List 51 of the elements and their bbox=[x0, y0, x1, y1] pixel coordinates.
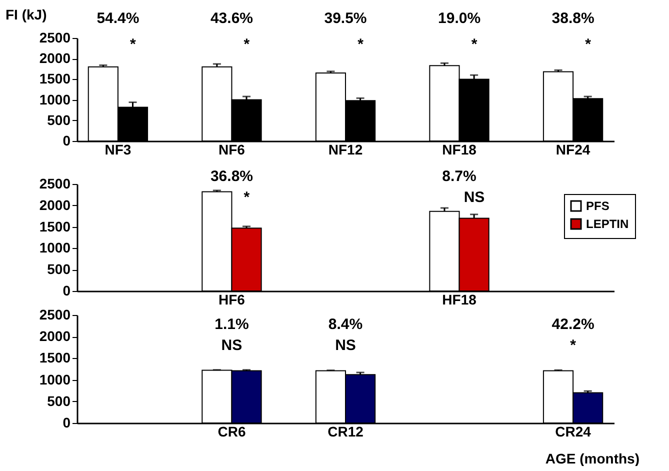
y-tick-label: 0 bbox=[62, 414, 71, 430]
annotation: 36.8% bbox=[210, 168, 253, 185]
y-tick-label: 0 bbox=[62, 282, 71, 298]
x-tick-label: NF3 bbox=[104, 142, 132, 158]
annotation: NS bbox=[464, 189, 485, 206]
text: 54.4% bbox=[96, 10, 140, 27]
x-tick-label: NF12 bbox=[328, 142, 363, 158]
x-tick-label: CR24 bbox=[555, 424, 592, 440]
y-axis-title: FI (kJ) bbox=[6, 6, 47, 22]
x-tick-label: HF18 bbox=[442, 292, 477, 308]
text: 19.0% bbox=[438, 10, 481, 27]
annotation: * bbox=[244, 36, 250, 53]
y-tick-label: 500 bbox=[47, 112, 71, 128]
annotation: * bbox=[130, 36, 136, 53]
x-tick-label: NF18 bbox=[442, 142, 477, 158]
y-tick-label: 1000 bbox=[39, 240, 71, 256]
x-tick-label: NF24 bbox=[556, 142, 590, 158]
legend-label: LEPTIN bbox=[586, 217, 629, 231]
text: 39.5% bbox=[324, 10, 367, 27]
annotation: * bbox=[244, 189, 250, 206]
annotation: * bbox=[471, 36, 478, 53]
annotation: 1.1% bbox=[214, 316, 249, 333]
x-tick-label: HF6 bbox=[218, 292, 246, 308]
annotation: 42.2% bbox=[552, 316, 594, 333]
legend-label: PFS bbox=[586, 199, 610, 213]
annotation: 8.7% bbox=[442, 168, 476, 185]
annotation: * bbox=[570, 337, 576, 354]
y-tick-label: 1500 bbox=[39, 70, 71, 87]
y-tick-label: 1500 bbox=[39, 350, 71, 366]
annotation: * bbox=[585, 36, 592, 53]
y-tick-label: 2500 bbox=[39, 30, 71, 46]
y-tick-label: 1000 bbox=[39, 371, 71, 388]
x-tick-label: CR6 bbox=[218, 424, 246, 440]
annotation: 8.4% bbox=[328, 316, 363, 333]
y-tick-label: 2500 bbox=[39, 176, 71, 192]
annotation: NS bbox=[221, 337, 242, 354]
y-tick-label: 500 bbox=[47, 392, 71, 409]
annotation: NS bbox=[335, 337, 356, 354]
x-tick-label: NF6 bbox=[218, 142, 246, 158]
annotation: * bbox=[358, 36, 364, 53]
y-tick-label: 2500 bbox=[39, 306, 71, 322]
y-tick-label: 2000 bbox=[39, 196, 71, 213]
y-tick-label: 2000 bbox=[39, 50, 71, 66]
text: 38.8% bbox=[552, 10, 594, 27]
y-tick-label: 1500 bbox=[39, 218, 71, 234]
y-tick-label: 1000 bbox=[39, 91, 71, 108]
y-tick-label: 0 bbox=[62, 132, 71, 148]
text: 43.6% bbox=[210, 10, 253, 27]
y-tick-label: 2000 bbox=[39, 328, 71, 344]
y-tick-label: 500 bbox=[47, 261, 71, 278]
x-tick-label: CR12 bbox=[328, 424, 364, 440]
